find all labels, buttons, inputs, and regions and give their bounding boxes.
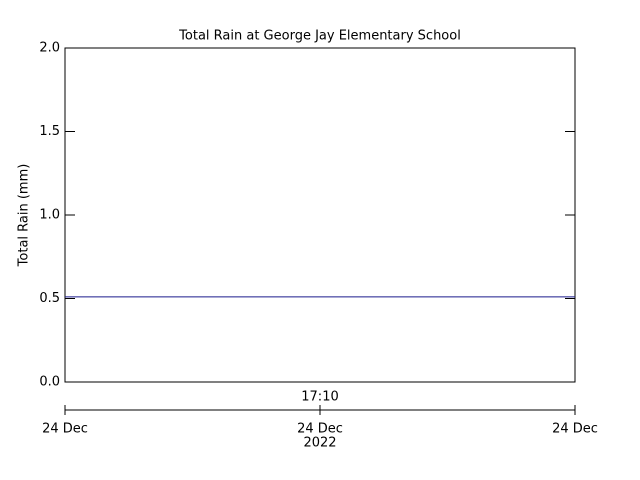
date-label: 24 Dec: [297, 422, 343, 437]
time-label: 17:10: [301, 390, 338, 405]
date-label: 24 Dec: [552, 422, 598, 437]
y-tick-label: 1.0: [39, 208, 60, 223]
y-tick-label: 2.0: [39, 41, 60, 56]
chart-title: Total Rain at George Jay Elementary Scho…: [178, 29, 461, 44]
y-tick-label: 0.0: [39, 375, 60, 390]
y-tick-label: 1.5: [39, 124, 60, 139]
date-label: 24 Dec: [42, 422, 88, 437]
y-axis-label: Total Rain (mm): [17, 164, 32, 268]
year-label: 2022: [303, 436, 336, 451]
y-tick-label: 0.5: [39, 291, 60, 306]
